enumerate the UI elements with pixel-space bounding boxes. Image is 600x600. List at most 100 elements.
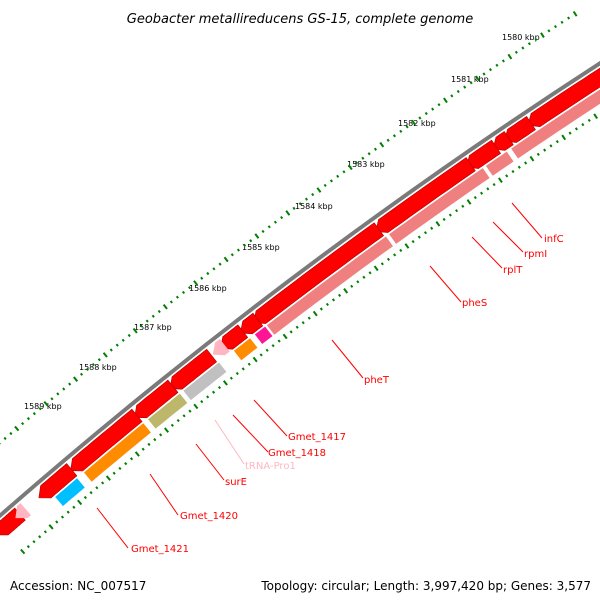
ruler-tick — [271, 344, 275, 348]
leader-line — [492, 221, 524, 253]
kbp-label: 1583 kbp — [347, 160, 385, 169]
ruler-tick — [289, 330, 293, 334]
ruler-tick — [3, 436, 7, 441]
ruler-tick — [101, 481, 105, 485]
cds-gmet-1420 — [134, 379, 179, 419]
cds-track — [0, 67, 600, 536]
ruler-tick — [105, 475, 111, 481]
gene-label-infC: infC — [544, 234, 564, 245]
genome-backbone — [0, 60, 600, 519]
ruler-tick — [249, 239, 253, 243]
ruler-tick — [411, 239, 415, 244]
gene-label-gmet-1420: Gmet_1420 — [180, 511, 238, 522]
ruler-tick — [62, 387, 66, 391]
cds-pheT — [253, 222, 385, 324]
ruler-tick — [97, 358, 101, 362]
ruler-tick — [486, 187, 490, 191]
ruler-tick — [424, 111, 428, 116]
ruler-tick — [151, 314, 155, 318]
kbp-label: 1584 kbp — [295, 202, 333, 211]
ruler-tick — [292, 206, 296, 210]
kbp-label: 1587 kbp — [134, 323, 172, 332]
cds-gmet-1417 — [240, 312, 264, 335]
ruler-tick — [475, 75, 480, 82]
ruler-tick — [48, 524, 54, 530]
genome-summary-text: Topology: circular; Length: 3,997,420 bp… — [261, 579, 591, 593]
ruler-tick — [277, 339, 281, 343]
ruler-tick — [355, 161, 359, 165]
gene-gmet-1417 — [254, 326, 273, 344]
ruler-tick — [254, 233, 260, 239]
gene-label-pheS: pheS — [462, 298, 487, 309]
ruler-tick — [329, 179, 333, 183]
gene-pheT — [266, 236, 393, 335]
gene-label-gmet-1421: Gmet_1421 — [131, 544, 189, 555]
ruler-tick — [236, 248, 240, 252]
kbp-label: 1589 kbp — [24, 402, 62, 411]
ruler-tick — [560, 20, 564, 24]
kbp-label: 1585 kbp — [242, 243, 280, 252]
kbp-label: 1588 kbp — [79, 363, 117, 372]
ruler-tick — [505, 174, 509, 178]
ruler-tick — [229, 376, 233, 380]
cds-surE — [169, 348, 218, 390]
ruler-tick — [356, 280, 360, 284]
ruler-tick — [312, 310, 318, 317]
gene-label-pheT: pheT — [364, 375, 390, 386]
ruler-tick — [9, 431, 13, 436]
ruler-tick — [361, 156, 365, 160]
cds-pheS — [375, 157, 476, 233]
ruler-tick — [295, 325, 299, 329]
ruler-tick — [193, 403, 199, 410]
ruler-tick — [418, 116, 422, 120]
ruler-tick — [442, 217, 446, 222]
ruler-tick — [555, 140, 559, 144]
kbp-label: 1580 kbp — [502, 33, 540, 42]
ruler-tick — [524, 161, 528, 165]
ruler-tick — [540, 32, 545, 38]
ruler-tick — [529, 155, 535, 162]
ruler-tick — [285, 210, 291, 216]
gene-track — [15, 89, 600, 519]
accession-text: Accession: NC_007517 — [10, 579, 147, 593]
ruler-tick — [514, 50, 518, 54]
ruler-tick — [217, 385, 222, 390]
ruler-tick — [572, 10, 578, 17]
ruler-tick — [331, 298, 336, 302]
ruler-tick — [386, 138, 390, 142]
ruler-tick — [118, 466, 122, 471]
ruler-tick — [91, 362, 95, 367]
gene-rplT — [485, 151, 514, 176]
ruler-tick — [273, 220, 277, 224]
gene-gmet-1421 — [84, 423, 151, 482]
trna-edge-mark — [15, 503, 31, 519]
trna-pro1-mark — [212, 338, 230, 356]
gene-gmet-1418 — [233, 338, 258, 361]
ruler-tick — [85, 367, 90, 372]
ruler-tick — [265, 348, 269, 352]
ruler-tick — [448, 213, 452, 217]
leader-line — [429, 265, 462, 303]
leader-line — [511, 202, 543, 239]
ruler-tick — [79, 372, 84, 376]
kbp-scale: 1580 kbp 1581 kbp 1582 kbp 1583 kbp 1584… — [24, 33, 540, 411]
ruler-tick — [32, 540, 36, 544]
ruler-tick — [507, 53, 513, 60]
ruler-tick — [182, 414, 186, 418]
ruler-tick — [153, 438, 157, 442]
gene-blue — [55, 478, 85, 507]
ruler-tick — [495, 63, 499, 67]
ruler-tick — [567, 16, 571, 20]
ruler-tick — [399, 248, 403, 253]
ruler-tick — [347, 164, 353, 171]
ruler-tick — [243, 243, 247, 248]
ruler-tick — [109, 348, 113, 352]
ruler-tick — [230, 253, 234, 257]
ruler-tick — [162, 303, 168, 310]
leader-line — [253, 399, 288, 437]
ruler-tick — [20, 548, 26, 555]
ruler-tick — [157, 309, 161, 314]
ruler-tick — [443, 97, 448, 104]
ruler-tick — [404, 243, 410, 249]
ruler-tick — [511, 169, 515, 174]
